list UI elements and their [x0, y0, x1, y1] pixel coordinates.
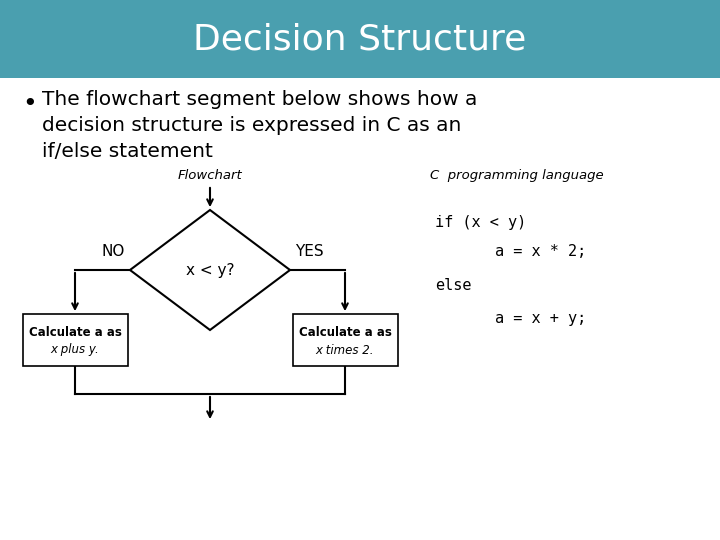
Text: Decision Structure: Decision Structure	[194, 22, 526, 56]
Text: The flowchart segment below shows how a: The flowchart segment below shows how a	[42, 90, 477, 109]
Text: YES: YES	[295, 245, 323, 260]
Bar	[0, 0, 720, 78]
Text: a = x + y;: a = x + y;	[495, 310, 586, 326]
Text: Calculate a as: Calculate a as	[29, 326, 122, 339]
Text: NO: NO	[102, 245, 125, 260]
Text: x times 2.: x times 2.	[316, 343, 374, 356]
Text: Calculate a as: Calculate a as	[299, 326, 392, 339]
Polygon shape	[130, 210, 290, 330]
Text: a = x * 2;: a = x * 2;	[495, 245, 586, 260]
Text: x < y?: x < y?	[186, 262, 234, 278]
Text: else: else	[435, 278, 472, 293]
Text: x plus y.: x plus y.	[50, 343, 99, 356]
Text: •: •	[22, 92, 37, 116]
Text: if/else statement: if/else statement	[42, 142, 213, 161]
FancyBboxPatch shape	[22, 314, 127, 366]
FancyBboxPatch shape	[292, 314, 397, 366]
Text: C  programming language: C programming language	[430, 169, 603, 182]
Text: if (x < y): if (x < y)	[435, 214, 526, 230]
Text: decision structure is expressed in C as an: decision structure is expressed in C as …	[42, 116, 462, 135]
Text: Flowchart: Flowchart	[178, 169, 243, 182]
